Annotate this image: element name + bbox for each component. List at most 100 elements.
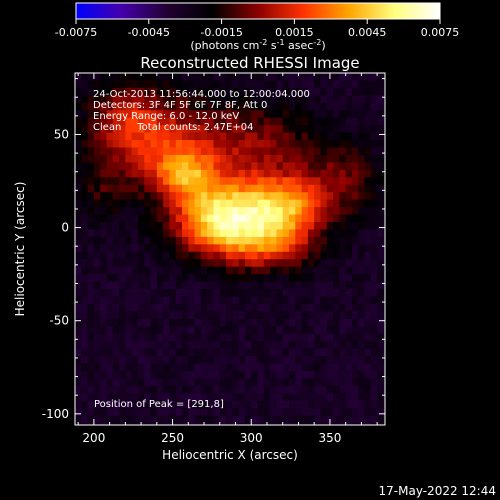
heatmap-cell <box>93 140 101 148</box>
x-tick-label: 250 <box>161 431 184 445</box>
heatmap-cell <box>244 400 252 409</box>
heatmap-cell <box>100 370 107 379</box>
heatmap-cell <box>75 117 82 126</box>
heatmap-cell <box>326 311 334 320</box>
heatmap-cell <box>119 289 126 297</box>
heatmap-cell <box>364 348 372 357</box>
heatmap-cell <box>163 370 170 379</box>
heatmap-cell <box>295 169 302 178</box>
heatmap-cell <box>144 192 151 201</box>
colorbar <box>75 2 441 20</box>
heatmap-cell <box>100 296 107 305</box>
heatmap-cell <box>112 110 120 119</box>
heatmap-cell <box>351 274 359 282</box>
heatmap-cell <box>131 408 139 417</box>
heatmap-cell <box>257 266 265 275</box>
heatmap-cell <box>339 311 347 320</box>
heatmap-cell <box>112 87 120 96</box>
heatmap-cell <box>75 147 82 156</box>
heatmap-cell <box>169 333 177 342</box>
heatmap-cell <box>219 87 227 96</box>
heatmap-cell <box>182 221 189 230</box>
heatmap-cell <box>112 102 120 111</box>
heatmap-cell <box>106 154 114 163</box>
heatmap-cell <box>219 363 227 372</box>
heatmap-cell <box>93 80 101 89</box>
heatmap-cell <box>270 80 277 89</box>
heatmap-cell <box>188 393 195 402</box>
heatmap-cell <box>131 333 139 342</box>
heatmap-cell <box>150 110 158 119</box>
heatmap-cell <box>163 110 170 119</box>
heatmap-cell <box>238 370 246 379</box>
heatmap-cell <box>137 348 145 357</box>
heatmap-cell <box>364 177 372 186</box>
heatmap-cell <box>100 326 107 335</box>
heatmap-cell <box>87 259 95 268</box>
heatmap-cell <box>100 95 107 104</box>
heatmap-cell <box>358 207 365 215</box>
heatmap-cell <box>213 423 221 426</box>
heatmap-cell <box>156 199 164 208</box>
heatmap-cell <box>301 333 309 342</box>
heatmap-cell <box>226 423 233 426</box>
heatmap-cell <box>314 147 321 156</box>
heatmap-cell <box>226 244 233 253</box>
heatmap-cell <box>263 221 271 230</box>
heatmap-cell <box>213 311 221 320</box>
heatmap-cell <box>188 370 195 379</box>
heatmap-cell <box>282 311 290 320</box>
heatmap-cell <box>81 423 88 426</box>
heatmap-cell <box>182 80 189 89</box>
heatmap-cell <box>75 214 82 223</box>
heatmap-cell <box>244 169 252 178</box>
heatmap-cell <box>244 140 252 148</box>
heatmap-cell <box>169 169 177 178</box>
heatmap-cell <box>295 326 302 335</box>
heatmap-cell <box>307 356 315 364</box>
heatmap-cell <box>383 207 386 215</box>
heatmap-cell <box>106 251 114 260</box>
heatmap-cell <box>244 162 252 171</box>
heatmap-cell <box>282 110 290 119</box>
heatmap-cell <box>364 125 372 133</box>
heatmap-cell <box>301 102 309 111</box>
heatmap-cell <box>169 400 177 409</box>
heatmap-cell <box>263 80 271 89</box>
heatmap-cell <box>345 274 353 282</box>
heatmap-cell <box>169 184 177 193</box>
heatmap-cell <box>125 251 133 260</box>
heatmap-cell <box>100 303 107 312</box>
heatmap-cell <box>345 125 353 133</box>
heatmap-cell <box>219 266 227 275</box>
heatmap-cell <box>364 408 372 417</box>
heatmap-cell <box>226 408 233 417</box>
heatmap-cell <box>289 154 296 163</box>
heatmap-cell <box>226 363 233 372</box>
heatmap-cell <box>351 408 359 417</box>
heatmap-cell <box>93 356 101 364</box>
heatmap-cell <box>100 125 107 133</box>
heatmap-cell <box>119 147 126 156</box>
heatmap-cell <box>295 184 302 193</box>
heatmap-cell <box>182 296 189 305</box>
heatmap-cell <box>156 110 164 119</box>
heatmap-cell <box>156 162 164 171</box>
heatmap-cell <box>156 147 164 156</box>
heatmap-cell <box>238 415 246 424</box>
heatmap-cell <box>320 348 328 357</box>
heatmap-cell <box>370 296 378 305</box>
heatmap-cell <box>119 110 126 119</box>
heatmap-cell <box>358 274 365 282</box>
heatmap-cell <box>87 281 95 290</box>
heatmap-cell <box>81 169 88 178</box>
heatmap-cell <box>163 236 170 245</box>
heatmap-cell <box>137 125 145 133</box>
heatmap-cell <box>383 110 386 119</box>
heatmap-cell <box>301 154 309 163</box>
heatmap-cell <box>182 169 189 178</box>
heatmap-cell <box>244 281 252 290</box>
heatmap-cell <box>270 326 277 335</box>
heatmap-cell <box>219 356 227 364</box>
heatmap-cell <box>156 177 164 186</box>
